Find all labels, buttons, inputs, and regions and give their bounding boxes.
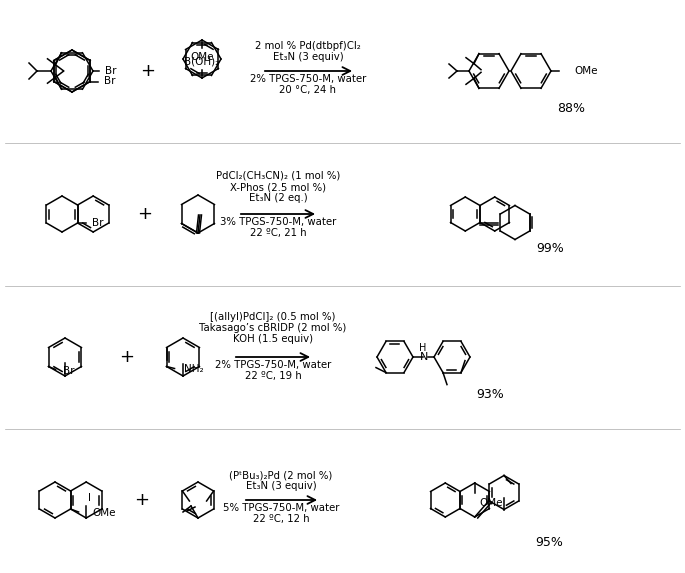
Text: 22 ºC, 21 h: 22 ºC, 21 h xyxy=(250,228,306,238)
Text: (PᵗBu₃)₂Pd (2 mol %): (PᵗBu₃)₂Pd (2 mol %) xyxy=(229,470,333,480)
Text: 99%: 99% xyxy=(536,242,564,256)
Text: Br: Br xyxy=(92,218,103,228)
Text: OMe: OMe xyxy=(92,508,116,518)
Text: 2% TPGS-750-M, water: 2% TPGS-750-M, water xyxy=(250,74,366,84)
Text: 5% TPGS-750-M, water: 5% TPGS-750-M, water xyxy=(223,503,339,513)
Text: 88%: 88% xyxy=(557,103,585,116)
Text: 3% TPGS-750-M, water: 3% TPGS-750-M, water xyxy=(220,217,336,227)
Text: B(OH)₂: B(OH)₂ xyxy=(184,57,220,67)
Text: PdCl₂(CH₃CN)₂ (1 mol %): PdCl₂(CH₃CN)₂ (1 mol %) xyxy=(216,171,340,181)
Text: Et₃N (3 equiv): Et₃N (3 equiv) xyxy=(246,481,316,491)
Text: KOH (1.5 equiv): KOH (1.5 equiv) xyxy=(233,334,313,344)
Text: OMe: OMe xyxy=(190,52,214,62)
Text: Takasago’s cBRIDP (2 mol %): Takasago’s cBRIDP (2 mol %) xyxy=(199,323,347,333)
Text: H: H xyxy=(419,343,427,353)
Text: Br: Br xyxy=(104,77,116,87)
Text: Et₃N (2 eq.): Et₃N (2 eq.) xyxy=(249,193,308,203)
Text: 22 ºC, 12 h: 22 ºC, 12 h xyxy=(253,514,310,524)
Text: 93%: 93% xyxy=(476,388,504,402)
Text: +: + xyxy=(119,348,134,366)
Text: NH₂: NH₂ xyxy=(184,363,203,374)
Text: X-Phos (2.5 mol %): X-Phos (2.5 mol %) xyxy=(230,182,326,192)
Text: Br: Br xyxy=(105,66,116,76)
Text: +: + xyxy=(138,205,153,223)
Text: 2 mol % Pd(dtbpf)Cl₂: 2 mol % Pd(dtbpf)Cl₂ xyxy=(255,41,361,51)
Text: +: + xyxy=(134,491,149,509)
Text: 95%: 95% xyxy=(535,536,563,548)
Text: Br: Br xyxy=(62,366,74,375)
Text: OMe: OMe xyxy=(479,498,503,508)
Text: [(allyl)PdCl]₂ (0.5 mol %): [(allyl)PdCl]₂ (0.5 mol %) xyxy=(210,312,336,322)
Text: +: + xyxy=(140,62,155,80)
Text: 22 ºC, 19 h: 22 ºC, 19 h xyxy=(245,371,301,381)
Text: N: N xyxy=(420,352,428,362)
Text: 2% TPGS-750-M, water: 2% TPGS-750-M, water xyxy=(215,360,331,370)
Text: OMe: OMe xyxy=(574,66,597,76)
Text: 20 °C, 24 h: 20 °C, 24 h xyxy=(279,85,336,95)
Text: I: I xyxy=(88,493,90,503)
Text: Et₃N (3 equiv): Et₃N (3 equiv) xyxy=(273,52,343,62)
